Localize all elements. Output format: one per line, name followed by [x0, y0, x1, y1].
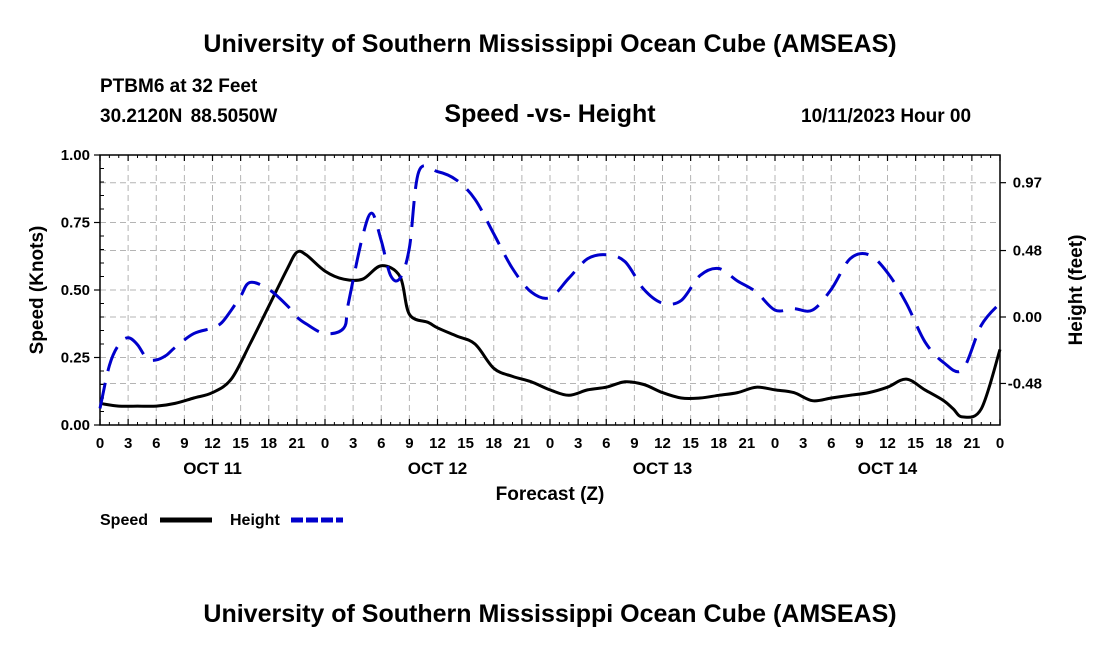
x-tick-label: 21	[514, 435, 531, 452]
x-tick-label: 21	[289, 435, 306, 452]
y-axis-height: -0.48 0.00 0.48 0.97	[1000, 175, 1042, 392]
footer-title: University of Southern Mississippi Ocean…	[203, 600, 897, 628]
x-tick-label: 15	[682, 435, 699, 452]
day-label: OCT 11	[183, 459, 242, 478]
y-tick-label: 0.00	[61, 417, 90, 434]
x-tick-label: 15	[232, 435, 249, 452]
y-tick-label: 1.00	[61, 147, 90, 164]
x-tick-label: 0	[771, 435, 779, 452]
legend: Speed Height	[100, 512, 343, 529]
x-tick-label: 18	[935, 435, 952, 452]
x-tick-label: 18	[710, 435, 727, 452]
x-tick-label: 15	[457, 435, 474, 452]
speed-height-chart: 0 3 6 9 12 15 18 21 0 3 6 9 12 15 18 21 0 3 6 9 12 15 18 21 0 3 6 9…	[27, 147, 1087, 529]
y-tick-label: 0.50	[61, 282, 90, 299]
y-tick-label: 0.25	[61, 350, 90, 367]
x-axis-label: Forecast (Z)	[496, 484, 605, 505]
x-tick-label: 0	[996, 435, 1004, 452]
y2-tick-label: 0.00	[1013, 309, 1042, 326]
x-tick-label: 18	[260, 435, 277, 452]
x-tick-label: 0	[546, 435, 554, 452]
legend-label: Speed	[100, 512, 148, 529]
x-tick-label: 0	[96, 435, 104, 452]
y2-tick-label: 0.97	[1013, 175, 1042, 192]
legend-label: Height	[230, 512, 280, 529]
station-label: PTBM6 at 32 Feet	[100, 76, 258, 97]
x-tick-label: 12	[429, 435, 446, 452]
x-tick-label: 3	[799, 435, 807, 452]
x-axis: 0 3 6 9 12 15 18 21 0 3 6 9 12 15 18 21 0 3 6 9 12 15 18 21 0 3 6 9…	[96, 155, 1004, 478]
x-tick-label: 9	[405, 435, 413, 452]
x-tick-label: 9	[180, 435, 188, 452]
y-axis-label-height: Height (feet)	[1066, 235, 1087, 346]
y-tick-label: 0.75	[61, 215, 90, 232]
series-layer	[98, 164, 1002, 419]
day-label: OCT 14	[858, 459, 918, 478]
y-axis-label-speed: Speed (Knots)	[27, 226, 48, 355]
speed-series-line	[99, 249, 1002, 419]
x-tick-label: 6	[377, 435, 385, 452]
x-tick-label: 18	[485, 435, 502, 452]
x-tick-label: 6	[827, 435, 835, 452]
x-tick-label: 12	[654, 435, 671, 452]
station-coordinates: 30.2120N 88.5050W	[100, 106, 278, 127]
x-tick-label: 9	[630, 435, 638, 452]
main-title: University of Southern Mississippi Ocean…	[203, 30, 897, 58]
day-label: OCT 12	[408, 459, 468, 478]
grid-lines	[100, 155, 1000, 425]
x-tick-label: 21	[964, 435, 981, 452]
x-tick-label: 15	[907, 435, 924, 452]
x-tick-label: 3	[349, 435, 357, 452]
forecast-datetime: 10/11/2023 Hour 00	[801, 106, 972, 127]
height-series-line	[98, 164, 1002, 409]
x-tick-label: 0	[321, 435, 329, 452]
x-tick-label: 9	[855, 435, 863, 452]
x-tick-label: 3	[574, 435, 582, 452]
day-label: OCT 13	[633, 459, 693, 478]
x-tick-label: 6	[152, 435, 160, 452]
x-tick-label: 21	[739, 435, 756, 452]
x-tick-label: 12	[879, 435, 896, 452]
y2-tick-label: -0.48	[1008, 375, 1042, 392]
x-tick-label: 3	[124, 435, 132, 452]
x-tick-label: 6	[602, 435, 610, 452]
y2-tick-label: 0.48	[1013, 243, 1042, 260]
chart-title: Speed -vs- Height	[444, 100, 656, 128]
x-tick-label: 12	[204, 435, 221, 452]
y-axis-speed: 0.00 0.25 0.50 0.75 1.00	[61, 147, 104, 434]
